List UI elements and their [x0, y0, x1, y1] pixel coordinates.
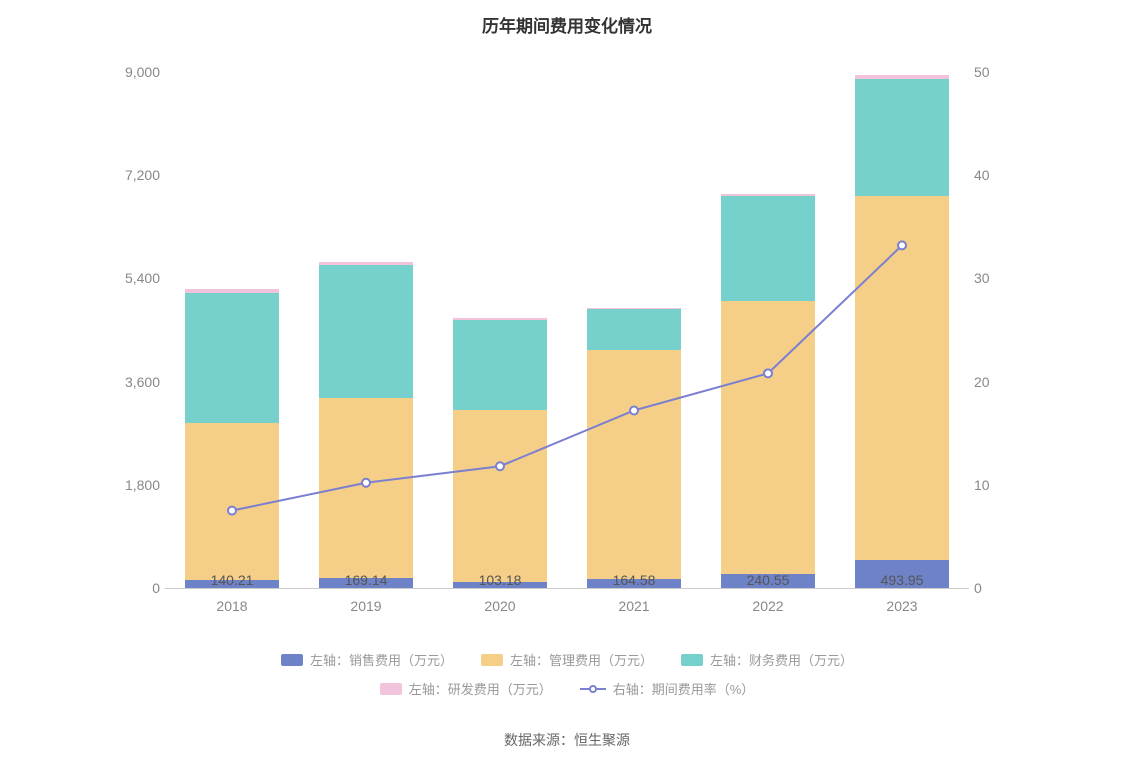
x-tick: 2022: [752, 598, 783, 614]
legend-item-finance[interactable]: 左轴：财务费用（万元）: [681, 650, 853, 669]
y-left-tick: 0: [152, 580, 160, 596]
legend-swatch-icon: [281, 654, 303, 666]
bar-segment-management: [453, 410, 547, 582]
y-left-tick: 3,600: [125, 374, 160, 390]
legend-item-sales[interactable]: 左轴：销售费用（万元）: [281, 650, 453, 669]
rate-line: [165, 72, 969, 588]
legend-label: 右轴：期间费用率（%）: [613, 679, 755, 698]
legend-item-management[interactable]: 左轴：管理费用（万元）: [481, 650, 653, 669]
y-left-tick: 7,200: [125, 167, 160, 183]
bar-segment-management: [721, 301, 815, 574]
y-axis-left: 01,8003,6005,4007,2009,000: [115, 72, 160, 588]
x-tick: 2018: [216, 598, 247, 614]
y-right-tick: 50: [974, 64, 990, 80]
bar-segment-rd: [185, 289, 279, 294]
legend-item-rate[interactable]: 右轴：期间费用率（%）: [580, 679, 755, 698]
legend-label: 左轴：管理费用（万元）: [510, 650, 653, 669]
legend: 左轴：销售费用（万元） 左轴：管理费用（万元） 左轴：财务费用（万元） 左轴：研发费用…: [0, 650, 1134, 708]
bar-value-label: 140.21: [211, 572, 254, 588]
y-right-tick: 40: [974, 167, 990, 183]
bar-segment-finance: [587, 309, 681, 350]
bar-segment-management: [185, 423, 279, 580]
y-right-tick: 0: [974, 580, 982, 596]
legend-line-icon: [580, 683, 606, 695]
bar-segment-finance: [855, 79, 949, 197]
bar-value-label: 240.55: [747, 572, 790, 588]
x-tick: 2020: [484, 598, 515, 614]
legend-label: 左轴：销售费用（万元）: [310, 650, 453, 669]
legend-label: 左轴：财务费用（万元）: [710, 650, 853, 669]
legend-swatch-icon: [481, 654, 503, 666]
bar-value-label: 103.18: [479, 572, 522, 588]
bar-segment-rd: [453, 318, 547, 319]
bar-segment-management: [319, 398, 413, 578]
legend-swatch-icon: [380, 683, 402, 695]
x-axis: 2018 2019 2020 2021 2022 2023: [165, 590, 969, 620]
footer-note: 数据来源：恒生聚源: [0, 730, 1134, 750]
legend-row: 左轴：研发费用（万元） 右轴：期间费用率（%）: [0, 679, 1134, 698]
legend-swatch-icon: [681, 654, 703, 666]
bar-segment-rd: [319, 262, 413, 265]
bar-segment-rd: [587, 308, 681, 309]
bar-segment-rd: [855, 75, 949, 79]
x-tick: 2023: [886, 598, 917, 614]
chart-title: 历年期间费用变化情况: [0, 12, 1134, 37]
y-left-tick: 5,400: [125, 270, 160, 286]
plot-area: 140.21 169.14 103.18 164.58 240.55 493.95: [165, 72, 969, 588]
legend-label: 左轴：研发费用（万元）: [409, 679, 552, 698]
legend-item-rd[interactable]: 左轴：研发费用（万元）: [380, 679, 552, 698]
x-tick: 2021: [618, 598, 649, 614]
y-axis-right: 01020304050: [974, 72, 1019, 588]
y-left-tick: 9,000: [125, 64, 160, 80]
bar-value-label: 164.58: [613, 572, 656, 588]
bar-segment-finance: [319, 265, 413, 398]
bar-segment-management: [855, 196, 949, 559]
bar-segment-finance: [185, 293, 279, 423]
chart-container: 历年期间费用变化情况 01,8003,6005,4007,2009,000 01…: [0, 0, 1134, 766]
bar-value-label: 169.14: [345, 572, 388, 588]
y-right-tick: 30: [974, 270, 990, 286]
x-tick: 2019: [350, 598, 381, 614]
legend-row: 左轴：销售费用（万元） 左轴：管理费用（万元） 左轴：财务费用（万元）: [0, 650, 1134, 669]
bar-segment-rd: [721, 194, 815, 196]
y-left-tick: 1,800: [125, 477, 160, 493]
bar-segment-finance: [721, 196, 815, 301]
bar-segment-finance: [453, 320, 547, 411]
y-right-tick: 10: [974, 477, 990, 493]
y-right-tick: 20: [974, 374, 990, 390]
bar-segment-management: [587, 350, 681, 578]
x-axis-baseline: [165, 588, 969, 589]
bar-value-label: 493.95: [881, 572, 924, 588]
